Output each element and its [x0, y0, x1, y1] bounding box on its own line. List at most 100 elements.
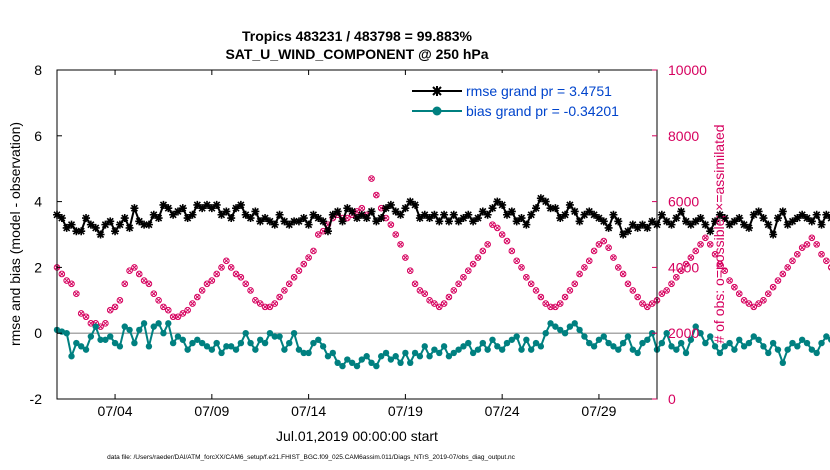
obs-count-point [803, 241, 811, 248]
obs-count-point [111, 303, 119, 311]
rmse-point [503, 210, 511, 219]
rmse-point [232, 204, 241, 213]
bias-point [600, 333, 607, 340]
obs-assimilated-marker [611, 255, 616, 260]
obs-possible-marker [406, 267, 414, 274]
obs-assimilated-marker [814, 242, 820, 247]
bias-point [794, 343, 801, 350]
obs-count-point [106, 306, 114, 314]
obs-possible-marker [208, 277, 216, 284]
obs-possible-marker [494, 224, 501, 232]
obs-possible-marker [169, 313, 177, 321]
bias-point [823, 333, 830, 340]
y-axis-right-ticks: 0 2000 4000 6000 8000 10000 [652, 62, 707, 407]
obs-assimilated-marker [688, 255, 694, 260]
rmse-point [735, 214, 744, 223]
footer-data-file: data file: /Users/raeder/DAI/ATM_forcXX/… [107, 454, 516, 461]
rmse-point [536, 194, 545, 203]
obs-assimilated-marker [228, 265, 234, 270]
bias-point [348, 359, 356, 367]
obs-count-point [818, 250, 825, 258]
obs-possible-marker [484, 241, 491, 248]
obs-possible-marker [426, 297, 433, 304]
obs-assimilated-marker [117, 297, 123, 303]
obs-assimilated-marker [136, 271, 142, 277]
rmse-point [290, 217, 299, 226]
obs-count-point [789, 257, 796, 265]
obs-count-point [208, 277, 216, 284]
obs-assimilated-marker [722, 268, 728, 274]
bias-point [140, 320, 148, 327]
bias-point [363, 353, 370, 360]
bias-point [407, 359, 414, 367]
rmse-point [464, 210, 473, 219]
rmse-point [657, 210, 666, 219]
rmse-point [764, 220, 773, 229]
obs-possible-marker [774, 277, 782, 284]
bias-point [121, 323, 128, 330]
rmse-point [628, 220, 637, 229]
rmse-point [793, 214, 802, 223]
obs-count-point [663, 287, 670, 294]
obs-assimilated-marker [199, 288, 205, 293]
rmse-point [391, 207, 400, 216]
rmse-point [556, 214, 565, 223]
obs-possible-marker [194, 293, 201, 301]
obs-assimilated-marker [596, 242, 602, 247]
rmse-point [222, 207, 231, 216]
obs-possible-marker [445, 293, 453, 301]
obs-possible-marker [131, 264, 138, 271]
obs-assimilated-marker [132, 265, 137, 270]
obs-count-point [494, 224, 501, 232]
bias-point [707, 333, 714, 340]
obs-assimilated-marker [354, 209, 360, 214]
obs-assimilated-marker [127, 268, 132, 274]
bias-point [639, 339, 646, 347]
obs-possible-marker [411, 280, 419, 288]
obs-count-point [692, 247, 700, 255]
bias-point [329, 349, 337, 357]
obs-assimilated-marker [582, 265, 587, 270]
obs-possible-marker [232, 270, 240, 278]
obs-assimilated-marker [398, 242, 403, 247]
obs-count-point [711, 250, 719, 258]
bias-point [808, 346, 816, 353]
obs-assimilated-marker [378, 205, 384, 211]
obs-count-point [479, 247, 487, 255]
obs-possible-marker [455, 280, 462, 288]
obs-possible-marker [82, 313, 90, 321]
obs-assimilated-marker [122, 281, 128, 287]
rmse-point [169, 210, 178, 219]
rmse-point [106, 217, 115, 226]
y-right-tick-label: 8000 [668, 128, 699, 144]
bias-series [53, 320, 830, 370]
bias-point [421, 343, 428, 350]
rmse-point [251, 207, 260, 216]
rmse-point [435, 217, 444, 226]
bias-point [411, 349, 419, 357]
bias-point [508, 336, 516, 343]
rmse-point [411, 200, 420, 209]
obs-assimilated-marker [306, 255, 311, 260]
obs-count-point [373, 191, 380, 199]
bias-point [702, 339, 709, 347]
rmse-point [401, 204, 410, 213]
obs-count-point [605, 244, 612, 251]
obs-assimilated-marker [456, 281, 461, 287]
bias-point [426, 353, 433, 360]
rmse-point [323, 227, 332, 236]
obs-possible-marker [121, 280, 129, 288]
rmse-point [382, 204, 391, 213]
obs-assimilated-marker [494, 225, 500, 231]
obs-possible-marker [247, 287, 254, 294]
obs-possible-marker [281, 287, 288, 294]
obs-assimilated-marker [185, 307, 190, 313]
bias-point [373, 362, 380, 370]
obs-count-point [547, 303, 554, 311]
bias-point [242, 330, 249, 337]
bias-point [344, 356, 351, 363]
bias-point [503, 339, 511, 347]
rmse-point [701, 220, 710, 229]
obs-possible-marker [295, 267, 303, 274]
obs-possible-marker [561, 293, 569, 301]
